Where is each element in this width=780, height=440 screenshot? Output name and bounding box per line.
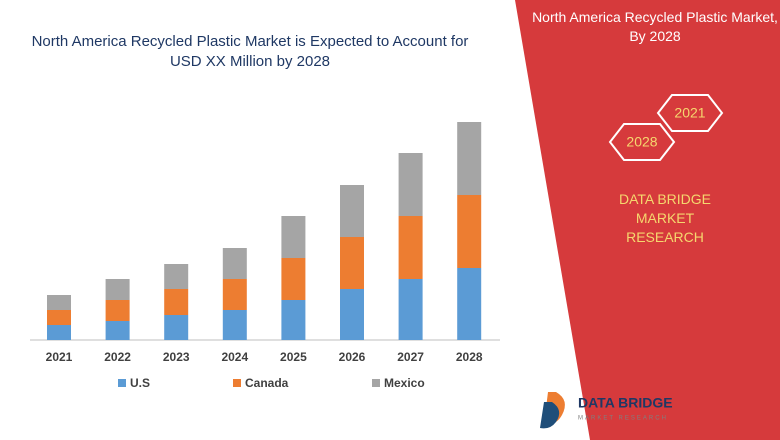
x-tick-label: 2024 <box>221 350 248 364</box>
bar-segment <box>105 300 130 321</box>
hexagon <box>608 123 676 161</box>
bar-segment <box>281 300 306 340</box>
bar-segment <box>105 321 130 340</box>
bar-segment <box>222 248 247 279</box>
bar-segment <box>398 279 423 340</box>
hex-label: 2028 <box>626 134 657 150</box>
side-title: North America Recycled Plastic Market, B… <box>532 9 778 44</box>
x-tick-label: 2021 <box>46 350 73 364</box>
x-tick-label: 2028 <box>456 350 483 364</box>
x-tick-label: 2023 <box>163 350 190 364</box>
bar-segment <box>47 325 71 340</box>
brand-text: DATA BRIDGE MARKET RESEARCH <box>618 191 712 245</box>
bar-segment <box>398 153 423 216</box>
bar-segment <box>398 216 423 279</box>
hexagon <box>656 94 724 132</box>
legend-swatch <box>372 379 380 387</box>
hex-label: 2021 <box>674 105 705 121</box>
bar-segment <box>457 268 482 340</box>
legend-label: Mexico <box>384 376 425 390</box>
legend-label: Canada <box>245 376 289 390</box>
bar-segment <box>222 279 247 310</box>
bar-segment <box>47 310 71 325</box>
bar-segment <box>164 264 189 289</box>
x-tick-label: 2025 <box>280 350 307 364</box>
bar-segment <box>281 216 306 258</box>
bar-segment <box>340 185 364 237</box>
logo-name: DATA BRIDGE <box>578 395 673 411</box>
bar-segment <box>457 195 482 268</box>
bar-segment <box>105 279 130 300</box>
logo-icon <box>540 402 560 429</box>
x-tick-label: 2027 <box>397 350 424 364</box>
logo-tagline: MARKET RESEARCH <box>578 416 668 422</box>
x-tick-label: 2026 <box>339 350 366 364</box>
legend-label: U.S <box>130 376 150 390</box>
legend-swatch <box>118 379 126 387</box>
bar-segment <box>164 289 189 315</box>
bar-segment <box>457 122 482 195</box>
bar-segment <box>47 295 71 310</box>
bar-segment <box>340 289 364 340</box>
legend-swatch <box>233 379 241 387</box>
bar-segment <box>340 237 364 289</box>
bar-segment <box>281 258 306 300</box>
chart-title: North America Recycled Plastic Market is… <box>31 33 469 70</box>
bar-segment <box>164 315 189 340</box>
bar-segment <box>222 310 247 340</box>
side-panel-bg <box>515 0 780 440</box>
x-tick-label: 2022 <box>104 350 131 364</box>
